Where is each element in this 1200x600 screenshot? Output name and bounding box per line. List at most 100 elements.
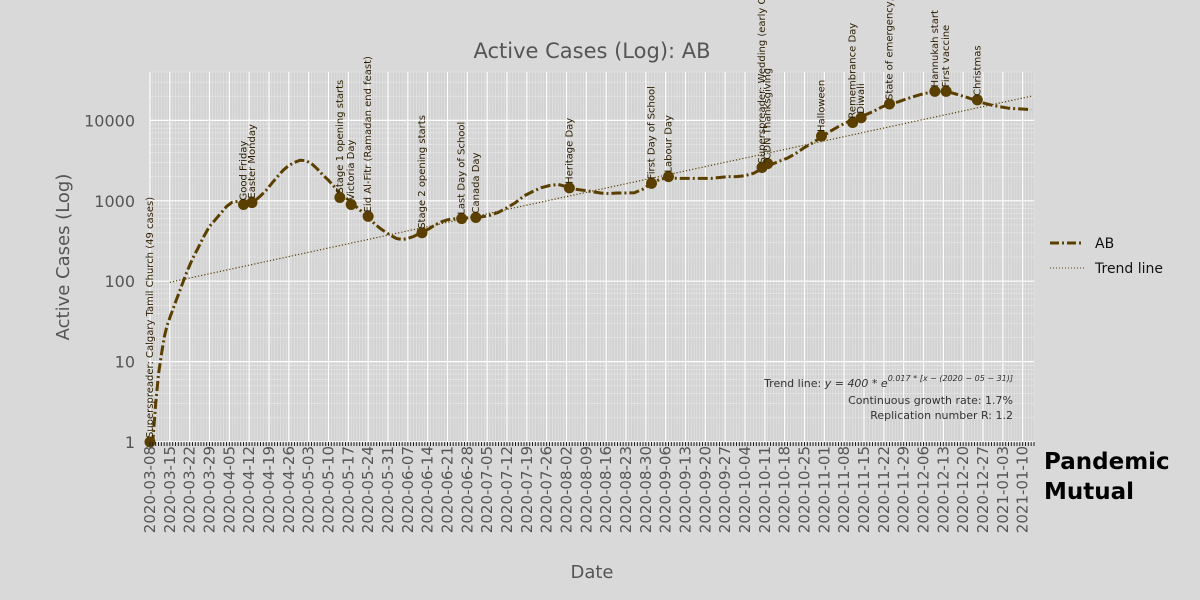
x-axis-label: Date bbox=[570, 562, 613, 583]
trend-formula: Trend line: y = 400 * e0.017 * [x − (202… bbox=[763, 374, 1013, 390]
annotation-label: Diwali bbox=[856, 83, 867, 113]
annotation-marker bbox=[345, 198, 357, 210]
x-tick-label: 2020-08-23 bbox=[617, 446, 635, 533]
annotation-marker bbox=[855, 112, 867, 124]
y-tick-label: 100 bbox=[104, 272, 135, 291]
annotation-label: First vaccine bbox=[941, 25, 952, 88]
y-tick-label: 10 bbox=[115, 353, 135, 372]
annotation-marker bbox=[238, 198, 249, 210]
x-tick-label: 2020-08-30 bbox=[637, 446, 655, 533]
annotation-label: Labour Day bbox=[664, 115, 675, 173]
legend-label-trend: Trend line bbox=[1094, 261, 1163, 277]
annotation-label: State of emergency, M bbox=[885, 0, 896, 100]
x-tick-label: 2020-11-15 bbox=[855, 446, 873, 533]
annotation-label: Christmas bbox=[972, 45, 983, 95]
x-tick-label: 2020-05-10 bbox=[320, 446, 338, 533]
annotation-label: Canada Day bbox=[471, 152, 482, 213]
annotation-marker bbox=[816, 130, 827, 142]
x-tick-label: 2020-12-13 bbox=[934, 446, 952, 533]
x-tick-label: 2021-01-03 bbox=[994, 446, 1012, 533]
annotation-labels: Superspreader: Calgary Tamil Church (49 … bbox=[145, 0, 983, 438]
x-tick-label: 2020-10-04 bbox=[736, 446, 754, 533]
trend-growth-rate: Continuous growth rate: 1.7% bbox=[848, 394, 1013, 407]
annotation-label: Eid Al-Fitr (Ramadan end feast) bbox=[363, 56, 374, 212]
x-tick-label: 2020-12-06 bbox=[915, 446, 933, 533]
x-tick-label: 2020-06-07 bbox=[399, 446, 417, 533]
x-tick-label: 2020-08-02 bbox=[558, 446, 576, 533]
y-tick-label: 10000 bbox=[84, 111, 135, 130]
legend-label-ab: AB bbox=[1095, 236, 1114, 252]
annotation-marker bbox=[663, 171, 674, 183]
annotation-label: Last Day of School bbox=[457, 122, 468, 215]
x-tick-label: 2020-09-20 bbox=[696, 446, 714, 533]
annotation-label: Stage 2 opening starts bbox=[417, 115, 428, 229]
annotation-label: Hannukah start bbox=[930, 10, 941, 87]
x-tick-label: 2020-03-29 bbox=[201, 446, 219, 533]
x-tick-label: 2020-10-18 bbox=[776, 446, 794, 533]
x-tick-label: 2020-12-27 bbox=[974, 446, 992, 533]
annotation-label: Easter Monday bbox=[247, 124, 258, 199]
annotation-label: First Day of School bbox=[647, 86, 658, 179]
annotation-label: Superspreader: Calgary Tamil Church (49 … bbox=[145, 197, 156, 438]
annotation-marker bbox=[847, 117, 859, 129]
x-tick-label: 2020-06-14 bbox=[419, 446, 437, 533]
annotation-marker bbox=[362, 210, 374, 222]
x-tick-label: 2020-09-27 bbox=[716, 446, 734, 533]
annotation-marker bbox=[334, 191, 346, 203]
x-tick-label: 2020-09-06 bbox=[657, 446, 675, 533]
x-tick-label: 2021-01-10 bbox=[1014, 446, 1032, 533]
x-tick-label: 2020-07-05 bbox=[478, 446, 496, 533]
x-tick-label: 2020-03-08 bbox=[141, 446, 159, 533]
x-tick-label: 2020-11-22 bbox=[875, 446, 893, 533]
x-tick-label: 2020-04-12 bbox=[240, 446, 258, 533]
annotation-label: Heritage Day bbox=[564, 118, 575, 184]
annotation-label: Halloween bbox=[817, 80, 828, 132]
annotation-marker bbox=[563, 182, 575, 194]
annotation-marker bbox=[929, 85, 941, 97]
annotation-marker bbox=[470, 211, 482, 223]
x-tick-label: 2020-10-25 bbox=[796, 446, 814, 533]
x-tick-label: 2020-06-28 bbox=[458, 446, 476, 533]
x-tick-label: 2020-10-11 bbox=[756, 446, 774, 533]
x-tick-label: 2020-07-19 bbox=[518, 446, 536, 533]
x-tick-label: 2020-12-20 bbox=[954, 446, 972, 533]
annotation-marker bbox=[246, 197, 258, 209]
x-tick-label: 2020-04-05 bbox=[220, 446, 238, 533]
annotation-label: Superspreader: Wedding (early Oct) bbox=[757, 0, 768, 163]
annotation-label: CDN Thanksgiving bbox=[763, 68, 774, 160]
trend-formula-prefix: Trend line: bbox=[763, 377, 825, 390]
x-tick-label: 2020-05-03 bbox=[300, 446, 318, 533]
trend-info: Trend line: y = 400 * e0.017 * [x − (202… bbox=[763, 374, 1013, 422]
x-tick-label: 2020-11-29 bbox=[895, 446, 913, 533]
y-axis: 1 10 100 1000 10000 bbox=[84, 111, 135, 452]
y-axis-label: Active Cases (Log) bbox=[53, 174, 74, 341]
annotation-marker bbox=[416, 227, 428, 239]
x-axis: 2020-03-08 2020-03-15 2020-03-22 2020-03-29… bbox=[141, 442, 1035, 533]
x-tick-label: 2020-07-12 bbox=[498, 446, 516, 533]
x-tick-label: 2020-08-16 bbox=[597, 446, 615, 533]
x-tick-label: 2020-05-24 bbox=[359, 446, 377, 533]
annotation-marker bbox=[762, 158, 774, 170]
x-tick-label: 2020-09-13 bbox=[677, 446, 695, 533]
annotation-label: Victoria Day bbox=[346, 140, 357, 201]
x-tick-label: 2020-08-09 bbox=[577, 446, 595, 533]
trend-formula-exponent: 0.017 * [x − (2020 − 05 − 31)] bbox=[888, 374, 1013, 383]
trend-replication-number: Replication number R: 1.2 bbox=[870, 409, 1013, 422]
x-tick-label: 2020-11-08 bbox=[835, 446, 853, 533]
annotation-marker bbox=[884, 98, 895, 110]
annotation-label: Good Friday bbox=[239, 141, 250, 201]
x-tick-label: 2020-05-31 bbox=[379, 446, 397, 533]
x-tick-label: 2020-04-19 bbox=[260, 446, 278, 533]
x-tick-label: 2020-03-22 bbox=[181, 446, 199, 533]
annotation-label: Stage 1 opening starts bbox=[335, 80, 346, 194]
annotation-marker bbox=[646, 177, 657, 189]
x-tick-label: 2020-03-15 bbox=[161, 446, 179, 533]
annotation-marker bbox=[456, 213, 468, 225]
y-tick-label: 1000 bbox=[94, 192, 135, 211]
annotation-marker bbox=[940, 85, 952, 97]
trend-formula-main: y = 400 * e bbox=[824, 377, 888, 390]
x-tick-label: 2020-06-21 bbox=[439, 446, 457, 533]
annotation-marker bbox=[971, 94, 983, 106]
